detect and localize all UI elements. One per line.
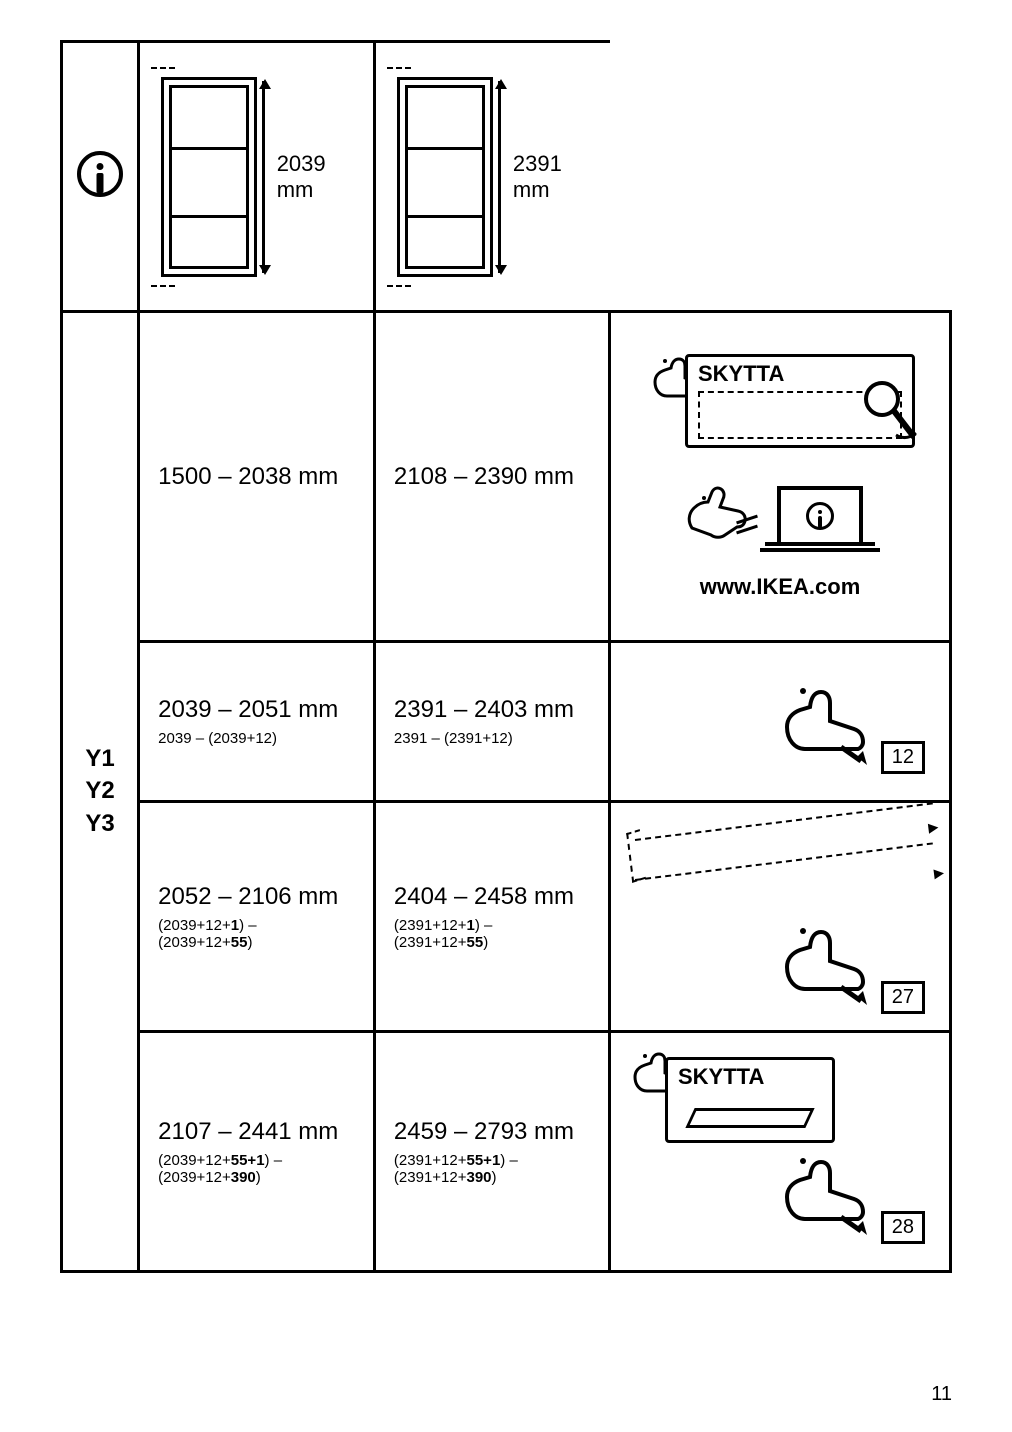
r3-col-b: 2404 – 2458 mm (2391+12+1) – (2391+12+55… bbox=[374, 802, 609, 1032]
skytta-title-2: SKYTTA bbox=[678, 1064, 822, 1090]
r4-a-sub: (2039+12+55+1) – (2039+12+390) bbox=[158, 1152, 355, 1186]
r4-col-a: 2107 – 2441 mm (2039+12+55+1) – (2039+12… bbox=[139, 1032, 375, 1272]
pointer-hand-icon bbox=[777, 1139, 877, 1244]
r2-b-sub: 2391 – (2391+12) bbox=[394, 730, 590, 747]
r2-page-ref: 12 bbox=[881, 741, 925, 774]
door-b-label: 2391 mm bbox=[513, 151, 599, 203]
header-door-a: 2039 mm bbox=[139, 42, 375, 312]
ikea-link: www.IKEA.com bbox=[700, 574, 861, 600]
r1-col-a: 1500 – 2038 mm bbox=[139, 312, 375, 642]
info-icon bbox=[77, 151, 123, 197]
r1-b-value: 2108 – 2390 mm bbox=[394, 463, 590, 491]
r4-right: SKYTTA 28 bbox=[610, 1032, 951, 1272]
r4-col-b: 2459 – 2793 mm (2391+12+55+1) – (2391+12… bbox=[374, 1032, 609, 1272]
page-number: 11 bbox=[931, 1383, 952, 1406]
header-empty bbox=[610, 42, 951, 312]
skytta-booklet: SKYTTA bbox=[665, 1057, 835, 1143]
r3-col-a: 2052 – 2106 mm (2039+12+1) – (2039+12+55… bbox=[139, 802, 375, 1032]
r3-b-sub: (2391+12+1) – (2391+12+55) bbox=[394, 917, 590, 951]
r3-right: 27 bbox=[610, 802, 951, 1032]
door-diagram-b bbox=[387, 67, 499, 287]
laptop-icon bbox=[760, 486, 880, 552]
door-a-label: 2039 mm bbox=[277, 151, 362, 203]
r2-a-sub: 2039 – (2039+12) bbox=[158, 730, 355, 747]
header-info-cell bbox=[62, 42, 139, 312]
r2-col-a: 2039 – 2051 mm 2039 – (2039+12) bbox=[139, 642, 375, 802]
r3-a-value: 2052 – 2106 mm bbox=[158, 883, 355, 911]
screen-info-icon bbox=[806, 502, 834, 530]
r1-a-value: 1500 – 2038 mm bbox=[158, 463, 355, 491]
r2-right: 12 bbox=[610, 642, 951, 802]
r2-col-b: 2391 – 2403 mm 2391 – (2391+12) bbox=[374, 642, 609, 802]
y2-label: Y2 bbox=[64, 775, 136, 807]
skytta-booklet: SKYTTA bbox=[685, 354, 915, 448]
door-diagram-a bbox=[151, 67, 263, 287]
r4-page-ref: 28 bbox=[881, 1211, 925, 1244]
r4-a-value: 2107 – 2441 mm bbox=[158, 1118, 355, 1146]
pointer-hand-icon bbox=[777, 669, 877, 774]
r4-b-value: 2459 – 2793 mm bbox=[394, 1118, 590, 1146]
header-door-b: 2391 mm bbox=[374, 42, 609, 312]
r3-b-value: 2404 – 2458 mm bbox=[394, 883, 590, 911]
r3-a-sub: (2039+12+1) – (2039+12+55) bbox=[158, 917, 355, 951]
mouse-hand-icon bbox=[680, 482, 750, 552]
y-labels-cell: Y1 Y2 Y3 bbox=[62, 312, 139, 1272]
r2-b-value: 2391 – 2403 mm bbox=[394, 696, 590, 724]
r1-col-b: 2108 – 2390 mm bbox=[374, 312, 609, 642]
r3-page-ref: 27 bbox=[881, 981, 925, 1014]
magnifier-icon bbox=[860, 377, 920, 447]
r4-b-sub: (2391+12+55+1) – (2391+12+390) bbox=[394, 1152, 590, 1186]
y1-label: Y1 bbox=[64, 743, 136, 775]
spec-table: 2039 mm 2391 mm Y1 Y2 Y3 bbox=[60, 40, 952, 1273]
r1-right: SKYTTA bbox=[610, 312, 951, 642]
pointer-hand-icon bbox=[777, 909, 877, 1014]
r2-a-value: 2039 – 2051 mm bbox=[158, 696, 355, 724]
y3-label: Y3 bbox=[64, 808, 136, 840]
